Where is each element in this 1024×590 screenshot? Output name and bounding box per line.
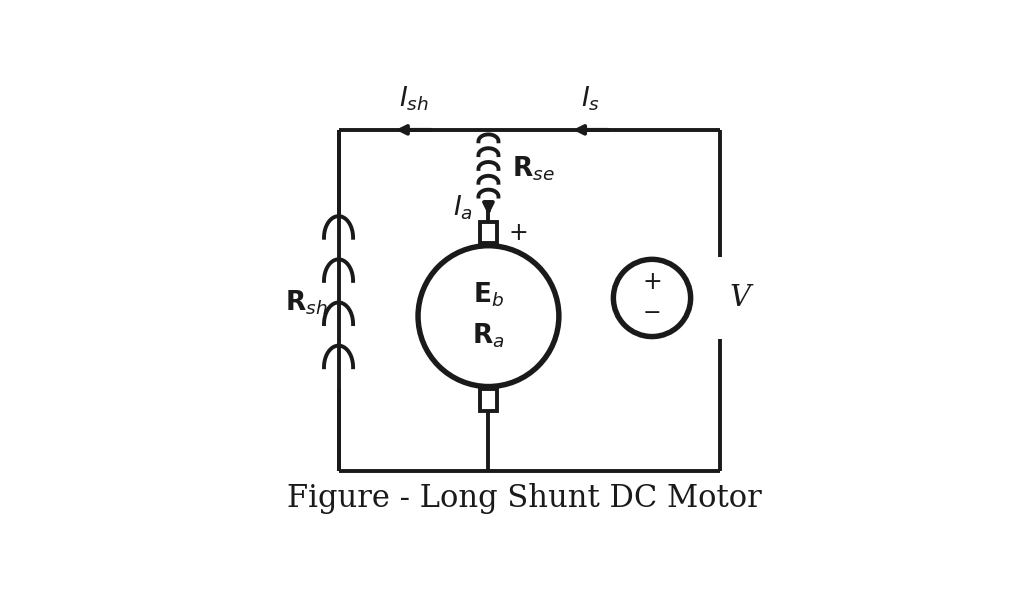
Text: Figure - Long Shunt DC Motor: Figure - Long Shunt DC Motor [288, 483, 762, 514]
Text: +: + [509, 221, 528, 244]
Circle shape [418, 245, 559, 386]
Text: V: V [729, 284, 751, 312]
Text: $\mathbf{R}_a$: $\mathbf{R}_a$ [472, 322, 505, 350]
Circle shape [613, 260, 690, 336]
Bar [480, 222, 497, 244]
Text: +: + [642, 270, 662, 294]
Text: $\mathbf{R}_{se}$: $\mathbf{R}_{se}$ [512, 155, 555, 183]
Text: −: − [643, 303, 662, 323]
Text: $\mathbf{E}_b$: $\mathbf{E}_b$ [473, 281, 504, 309]
Bar [480, 389, 497, 411]
Text: $\mathit{I}_{sh}$: $\mathit{I}_{sh}$ [398, 84, 428, 113]
Text: $\mathit{I}_a$: $\mathit{I}_a$ [453, 193, 472, 222]
Text: $\mathbf{R}_{sh}$: $\mathbf{R}_{sh}$ [286, 289, 328, 317]
Text: $\mathit{I}_s$: $\mathit{I}_s$ [582, 84, 600, 113]
